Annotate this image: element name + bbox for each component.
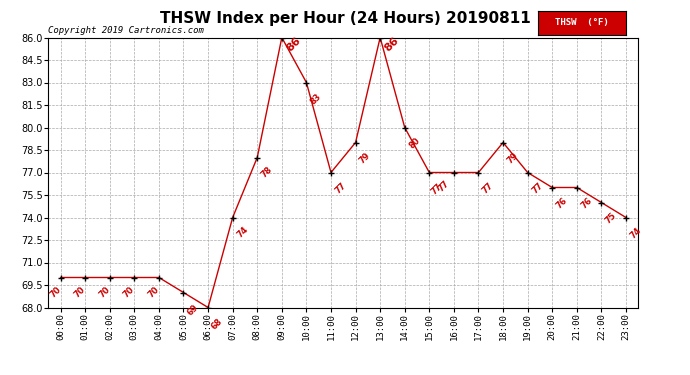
Text: 70: 70 xyxy=(146,285,161,300)
Text: 80: 80 xyxy=(407,136,422,150)
Text: 70: 70 xyxy=(122,285,137,300)
Text: 70: 70 xyxy=(48,285,63,300)
Text: 79: 79 xyxy=(358,151,373,165)
Text: 75: 75 xyxy=(604,211,618,225)
Text: 68: 68 xyxy=(209,316,224,331)
Text: 83: 83 xyxy=(309,92,324,106)
Text: 74: 74 xyxy=(235,225,250,240)
Text: 76: 76 xyxy=(555,196,569,210)
Text: 86: 86 xyxy=(382,35,401,53)
Text: 77: 77 xyxy=(333,181,348,195)
Text: 77: 77 xyxy=(481,181,495,195)
Text: Copyright 2019 Cartronics.com: Copyright 2019 Cartronics.com xyxy=(48,26,204,35)
Text: THSW Index per Hour (24 Hours) 20190811: THSW Index per Hour (24 Hours) 20190811 xyxy=(159,11,531,26)
Text: 74: 74 xyxy=(629,226,643,240)
Text: 70: 70 xyxy=(73,285,88,300)
Text: 69: 69 xyxy=(186,303,201,318)
Text: 79: 79 xyxy=(506,151,520,165)
Text: 77: 77 xyxy=(530,181,544,195)
Text: 70: 70 xyxy=(97,285,112,300)
Text: 77: 77 xyxy=(429,182,444,196)
Text: 86: 86 xyxy=(284,35,302,53)
Text: 78: 78 xyxy=(259,165,274,180)
Text: 76: 76 xyxy=(580,196,594,210)
Text: 77: 77 xyxy=(437,178,451,193)
